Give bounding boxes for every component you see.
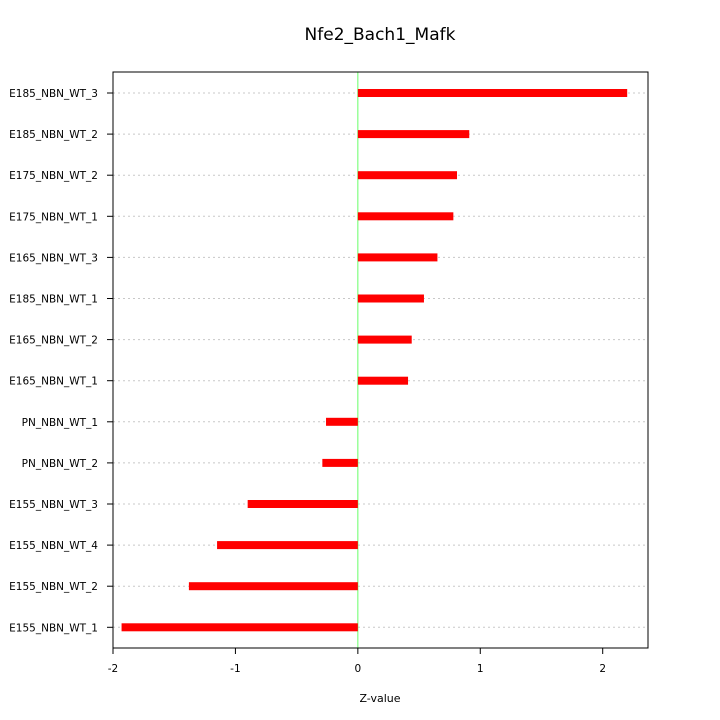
category-label: E155_NBN_WT_2 [9,581,98,593]
category-labels: E185_NBN_WT_3 E185_NBN_WT_2 E175_NBN_WT_2 E… [9,88,113,634]
bar [357,171,458,180]
x-tick-label: 1 [477,663,484,675]
bars [121,89,628,632]
category-label: E155_NBN_WT_1 [9,622,98,634]
bar [357,253,438,262]
category-label: E175_NBN_WT_1 [9,211,98,223]
category-label: PN_NBN_WT_2 [22,458,98,470]
grid-lines [113,92,648,628]
category-label: E165_NBN_WT_1 [9,376,98,388]
category-label: E185_NBN_WT_1 [9,294,98,306]
x-axis: -2 -1 0 1 2 [108,648,606,675]
bar [247,500,358,508]
category-label: E165_NBN_WT_2 [9,335,98,347]
x-tick-label: 2 [599,663,606,675]
bar [357,294,424,303]
bar [188,582,358,591]
category-label: E165_NBN_WT_3 [9,252,98,264]
x-tick-label: 0 [355,663,362,675]
plot-frame [112,71,649,649]
x-tick-label: -2 [108,663,118,675]
category-label: E185_NBN_WT_2 [9,129,98,141]
bar [326,417,358,426]
x-axis-label: Z-value [359,692,400,705]
category-label: E155_NBN_WT_4 [9,540,98,552]
category-label: E155_NBN_WT_3 [9,499,98,511]
category-label: E175_NBN_WT_2 [9,170,98,182]
bar [357,335,412,344]
bar [357,212,454,221]
chart-title: Nfe2_Bach1_Mafk [305,25,456,45]
x-tick-label: -1 [230,663,240,675]
bar [322,458,358,467]
bar [357,130,470,139]
category-label: PN_NBN_WT_1 [22,417,98,429]
bar [357,376,409,385]
bar [357,89,628,97]
bar [121,623,358,632]
category-label: E185_NBN_WT_3 [9,88,98,100]
bar [217,541,358,550]
